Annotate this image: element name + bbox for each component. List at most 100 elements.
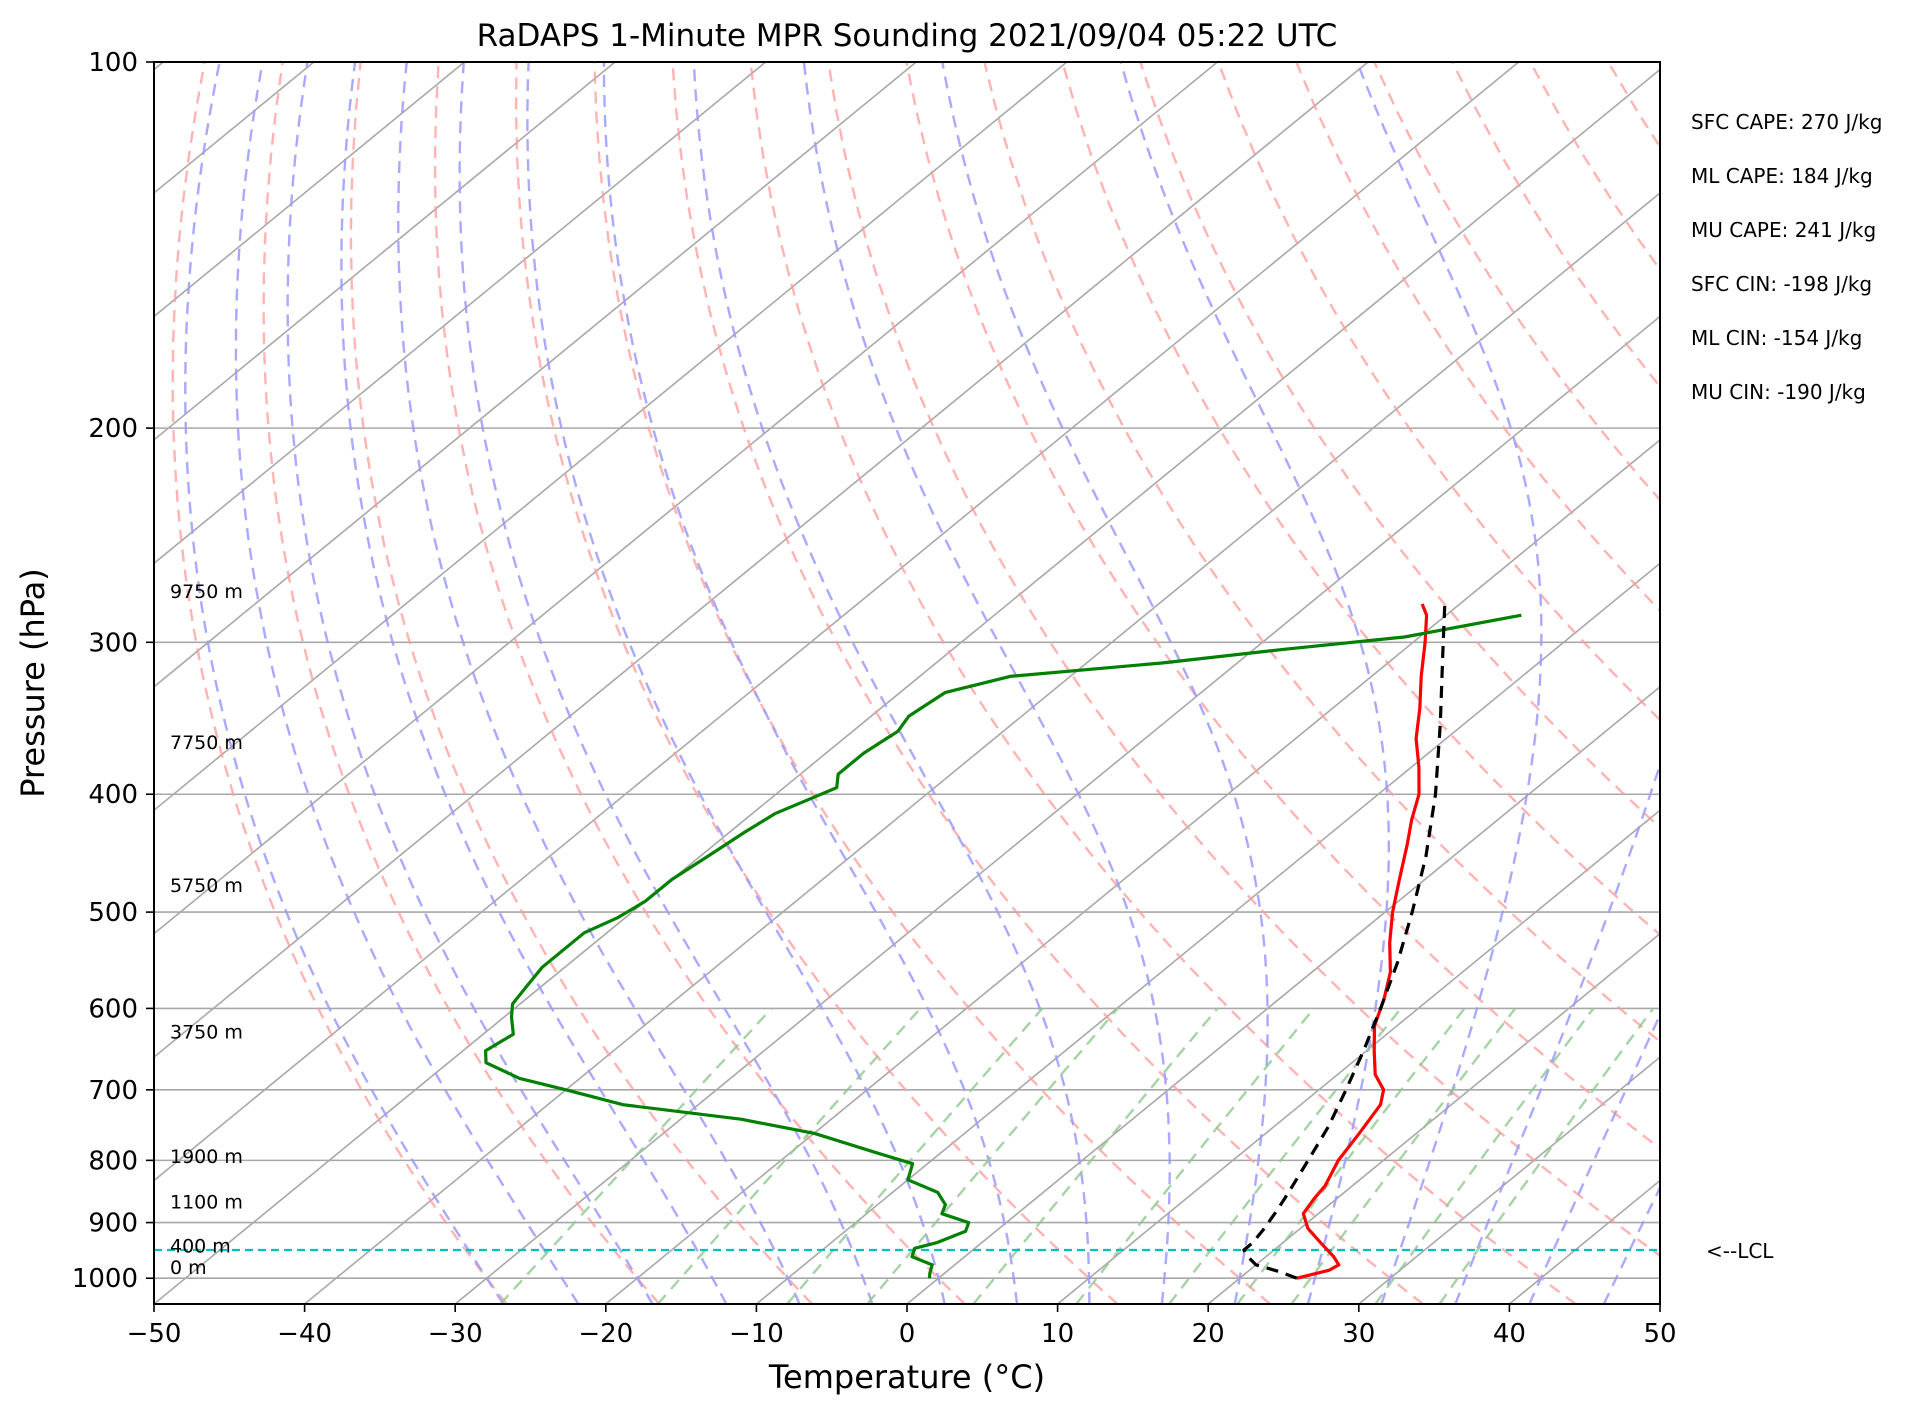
isotherm-line	[154, 62, 1369, 1059]
temperature-trace	[1296, 603, 1429, 1280]
x-tick-label: −20	[578, 1319, 633, 1349]
dry-adiabat-line	[983, 62, 1660, 1043]
moist-adiabat-line	[458, 62, 874, 1304]
dry-adiabat-line	[433, 62, 966, 1304]
dry-adiabats	[171, 62, 1911, 1304]
height-label: 3750 m	[170, 1021, 243, 1043]
dry-adiabat-line	[1139, 62, 1660, 830]
stat-line: MU CIN: -190 J/kg	[1691, 380, 1866, 404]
y-tick-label: 800	[88, 1146, 138, 1176]
dry-adiabat-line	[1451, 62, 1660, 389]
x-tick-label: 40	[1493, 1319, 1526, 1349]
mixing-ratio-line	[866, 1007, 1119, 1304]
moist-adiabat-line	[941, 62, 1269, 1304]
isotherm-line	[154, 62, 465, 318]
y-tick-label: 300	[88, 628, 138, 658]
dry-adiabat-line	[827, 62, 1660, 1258]
chart-title: RaDAPS 1-Minute MPR Sounding 2021/09/04 …	[477, 18, 1338, 54]
isotherm-line	[755, 562, 1660, 1304]
isotherm-line	[154, 62, 1218, 935]
mixing-ratio-lines	[499, 1007, 1655, 1304]
height-label: 400 m	[170, 1236, 231, 1258]
mixing-ratio-line	[1374, 1007, 1595, 1304]
mixing-ratio-line	[1168, 1007, 1402, 1304]
y-axis-title: Pressure (hPa)	[14, 568, 52, 798]
height-label: 0 m	[170, 1257, 207, 1279]
moist-adiabat-line	[286, 62, 654, 1304]
x-tick-label: −50	[127, 1319, 182, 1349]
mixing-ratio-line	[1075, 1007, 1315, 1304]
mixing-ratio-line	[786, 1007, 1044, 1304]
axes: −50 −40 −30 −20 −10 0 10 20 30 40 50 100 200 300 400 50…	[72, 48, 1677, 1349]
stat-line: ML CIN: -154 J/kg	[1691, 326, 1862, 350]
moist-adiabat-line	[802, 62, 1171, 1304]
isotherm-line	[154, 62, 616, 441]
moist-adiabat-line	[1355, 62, 1543, 1304]
y-tick-label: 400	[88, 780, 138, 810]
dry-adiabat-line	[749, 62, 1577, 1304]
isotherm-line	[1207, 932, 1660, 1304]
dry-adiabat-line	[1607, 62, 1660, 150]
isotherm-line	[154, 62, 1068, 812]
stat-line: ML CAPE: 184 J/kg	[1691, 164, 1873, 188]
isotherm-line	[906, 685, 1660, 1304]
isotherm-line	[154, 62, 1520, 1182]
y-tick-label: 600	[88, 994, 138, 1024]
moist-adiabat-line	[184, 62, 505, 1304]
mixing-ratio-line	[1438, 1007, 1655, 1304]
dry-adiabat-line	[1764, 62, 1911, 1304]
dry-adiabat-line	[1217, 62, 1660, 722]
moist-adiabats	[184, 62, 1911, 1304]
dry-adiabat-line	[262, 62, 661, 1304]
x-tick-label: 30	[1342, 1319, 1375, 1349]
stat-line: SFC CAPE: 270 J/kg	[1691, 110, 1882, 134]
isotherm-line	[154, 62, 767, 565]
height-label: 5750 m	[170, 875, 243, 897]
moist-adiabat-line	[234, 62, 580, 1304]
plot-frame	[153, 61, 1661, 1305]
stat-line: SFC CIN: -198 J/kg	[1691, 272, 1872, 296]
dewpoint-trace	[484, 613, 1522, 1279]
dry-adiabat-line	[171, 62, 508, 1304]
isotherm-line	[1508, 1179, 1660, 1304]
isotherm-line	[154, 62, 917, 688]
moist-adiabat-line	[526, 62, 946, 1304]
y-tick-label: 100	[88, 48, 138, 78]
y-tick-label: 700	[88, 1076, 138, 1106]
x-tick-label: −30	[428, 1319, 483, 1349]
dry-adiabat-line	[1061, 62, 1660, 937]
stat-line: MU CAPE: 241 J/kg	[1691, 218, 1876, 242]
isotherm-line	[1057, 809, 1660, 1304]
dry-adiabat-line	[905, 62, 1660, 1150]
x-tick-label: −40	[277, 1319, 332, 1349]
height-label: 9750 m	[170, 581, 243, 603]
mixing-ratio-line	[972, 1007, 1219, 1304]
sounding-traces	[154, 603, 1660, 1280]
dry-adiabat-line	[1686, 62, 1911, 1304]
isotherm-line	[154, 68, 1660, 1304]
moist-adiabat-line	[1679, 62, 1911, 1304]
dry-adiabat-line	[349, 62, 813, 1304]
height-label: 1100 m	[170, 1192, 243, 1214]
isotherm-line	[454, 315, 1660, 1304]
moist-adiabat-line	[1119, 62, 1390, 1304]
x-tick-label: 50	[1643, 1319, 1676, 1349]
x-tick-label: 20	[1192, 1319, 1225, 1349]
isotherm-line	[605, 438, 1660, 1304]
background-grid	[154, 62, 1660, 1304]
x-axis-title: Temperature (°C)	[768, 1358, 1045, 1396]
moist-adiabat-line	[396, 62, 801, 1304]
y-tick-label: 500	[88, 898, 138, 928]
x-tick-label: −10	[729, 1319, 784, 1349]
parcel-trace	[1242, 603, 1447, 1280]
moist-adiabat-line	[340, 62, 728, 1304]
height-label: 7750 m	[170, 732, 243, 754]
lcl-label: <--LCL	[1706, 1239, 1774, 1263]
dry-adiabat-line	[1295, 62, 1660, 613]
isotherm-line	[1358, 1056, 1660, 1304]
mixing-ratio-line	[1236, 1007, 1466, 1304]
mixing-ratio-line	[656, 1007, 922, 1304]
